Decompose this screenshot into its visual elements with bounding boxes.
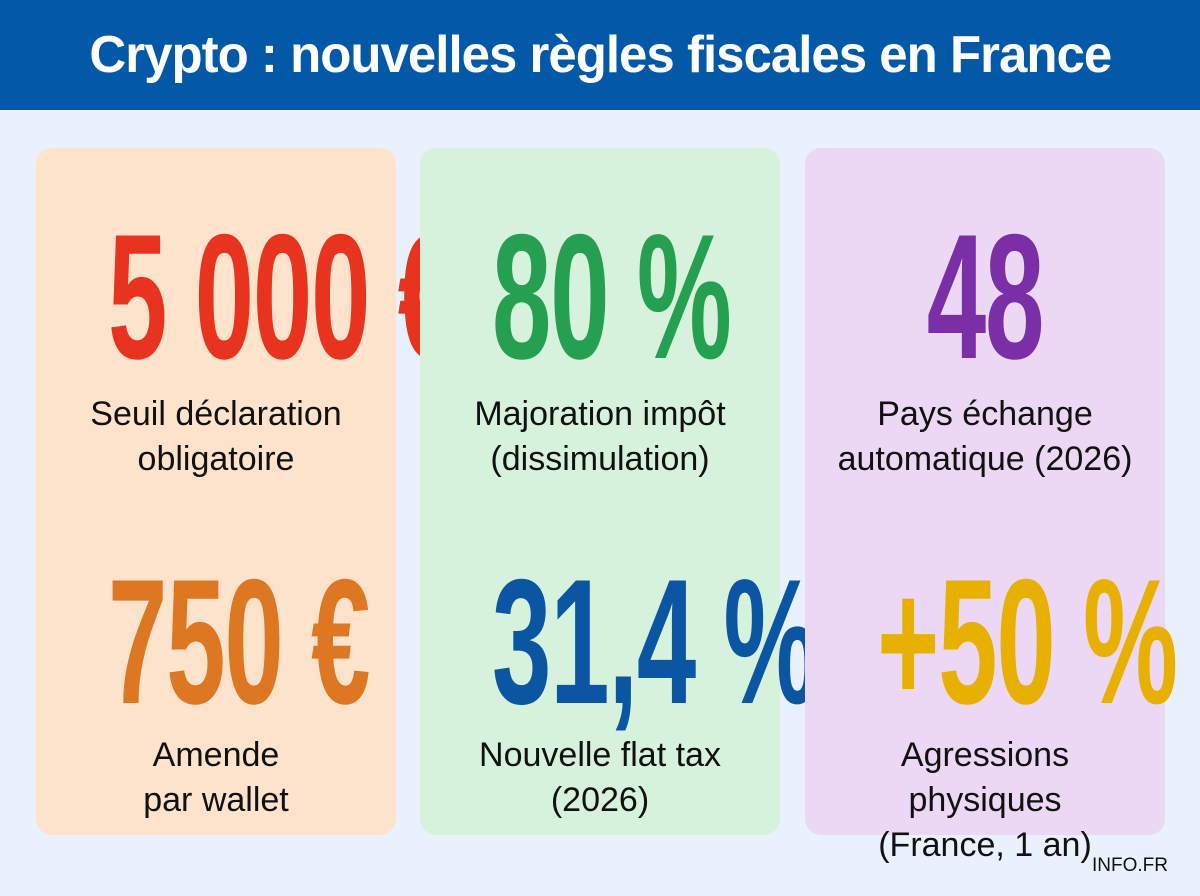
stat-item: 48 Pays échange automatique (2026) xyxy=(805,208,1165,482)
stat-item: +50 % Agressions physiques (France, 1 an) xyxy=(805,542,1178,868)
header-banner: Crypto : nouvelles règles fiscales en Fr… xyxy=(0,0,1200,110)
stat-value: +50 % xyxy=(877,542,1178,741)
stat-item: 5 000 € Seuil déclaration obligatoire xyxy=(36,197,457,482)
stat-label-line: Amende xyxy=(152,736,280,774)
stat-value: 5 000 € xyxy=(107,197,457,396)
stat-item: 750 € Amende par wallet xyxy=(36,553,396,823)
stat-card: 48 Pays échange automatique (2026) +50 % Agr… xyxy=(805,148,1178,864)
stat-label-line: par wallet xyxy=(143,781,289,819)
stat-value: 80 % xyxy=(492,197,732,396)
stat-value: 750 € xyxy=(107,542,370,741)
source-credit: INFO.FR xyxy=(1092,855,1168,876)
stat-card: 80 % Majoration impôt (dissimulation) 31,4 … xyxy=(420,148,819,835)
stat-label-line: Nouvelle flat tax xyxy=(479,736,721,774)
stat-label-line: Agressions xyxy=(900,736,1070,774)
stat-card: 5 000 € Seuil déclaration obligatoire 750 €… xyxy=(36,148,457,835)
stat-label-line: (dissimulation) xyxy=(490,440,710,478)
stat-label-line: Pays échange xyxy=(877,395,1093,433)
stat-value: 31,4 % xyxy=(492,542,819,741)
stat-value: 48 xyxy=(926,197,1045,396)
stat-label-line: Majoration impôt xyxy=(474,395,726,433)
stat-label-line: obligatoire xyxy=(137,440,295,478)
stat-item: 31,4 % Nouvelle flat tax (2026) xyxy=(420,542,819,823)
stat-label-line: automatique (2026) xyxy=(837,440,1133,478)
stat-label-line: Seuil déclaration xyxy=(90,395,342,433)
stat-label-line: (2026) xyxy=(550,781,650,819)
stat-label-line: (France, 1 an) xyxy=(878,826,1092,864)
page-title: Crypto : nouvelles règles fiscales en Fr… xyxy=(89,26,1112,84)
stat-label-line: physiques xyxy=(908,781,1062,819)
stat-item: 80 % Majoration impôt (dissimulation) xyxy=(420,208,780,482)
